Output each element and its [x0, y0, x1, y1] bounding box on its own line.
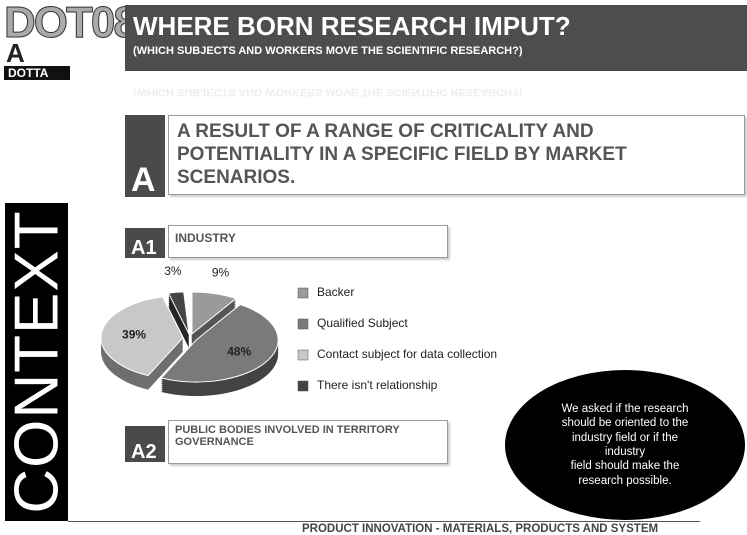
section-letter: A1 [125, 228, 165, 258]
section-text: PUBLIC BODIES INVOLVED IN TERRITORY GOVE… [168, 420, 448, 464]
note-line: should be oriented to the [561, 417, 689, 430]
logo-letter: A [6, 38, 25, 68]
section-text: INDUSTRY [168, 225, 448, 258]
slice-top [160, 304, 279, 383]
legend-label: Qualified Subject [317, 316, 408, 330]
header-bar: WHERE BORN RESEARCH IMPUT? (WHICH SUBJEC… [125, 5, 747, 71]
note-line: industry [604, 446, 646, 458]
note-line: field should make the [570, 460, 680, 473]
pie-slice [160, 304, 279, 397]
logo-sub: DOTTA [4, 66, 70, 80]
note-line: We asked if the research [561, 402, 689, 415]
slice-top [167, 291, 190, 335]
data-label: 39% [122, 327, 146, 341]
section-letter: A2 [125, 426, 165, 462]
footer-line [68, 521, 700, 522]
section-letter: A [125, 115, 165, 197]
logo-main: DOT08 [4, 0, 139, 48]
legend-swatch [297, 349, 309, 361]
legend-swatch [297, 380, 309, 392]
pie-slice [167, 291, 190, 348]
pie-slice [100, 296, 184, 390]
side-band: CONTEXT [2, 203, 71, 521]
legend-swatch [297, 287, 309, 299]
logo: DOT08 A DOTTA [4, 0, 138, 80]
data-label: 48% [227, 344, 251, 358]
note-line: research possible. [578, 474, 672, 487]
footer: PRODUCT INNOVATION - MATERIALS, PRODUCTS… [302, 523, 659, 535]
note-line: industry field or if the [571, 431, 679, 444]
data-label: 9% [212, 266, 230, 280]
legend-label: There isn't relationship [317, 378, 438, 392]
legend-swatch [297, 318, 309, 330]
slice-top [100, 296, 184, 377]
note: We asked if the research should be orient… [505, 370, 745, 520]
data-label: 3% [164, 264, 182, 278]
subtitle: (WHICH SUBJECTS AND WORKERS MOVE THE SCI… [133, 45, 523, 57]
slice-top [191, 291, 237, 336]
legend-label: Contact subject for data collection [317, 347, 497, 361]
section-text: A RESULT OF A RANGE OF CRITICALITY AND P… [168, 115, 745, 195]
legend-label: Backer [317, 285, 354, 299]
title: WHERE BORN RESEARCH IMPUT? [133, 11, 571, 41]
